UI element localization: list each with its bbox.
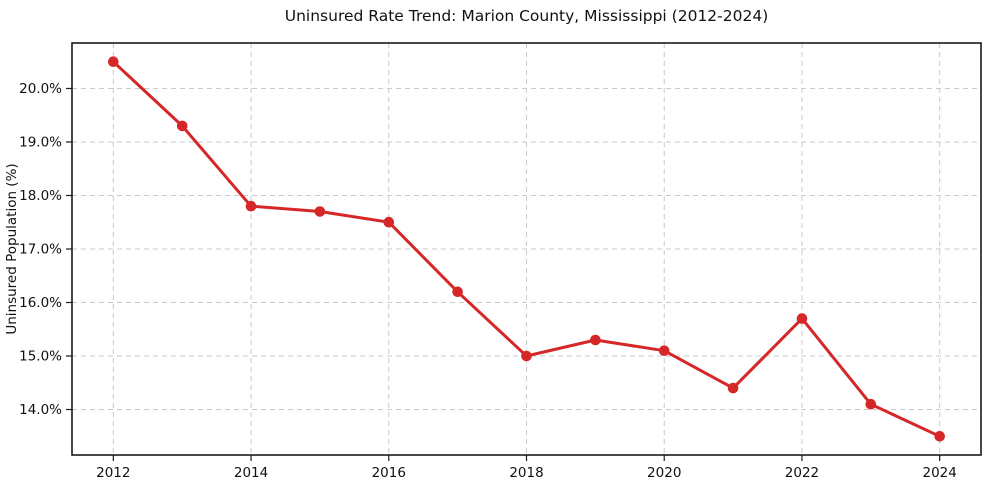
data-point (796, 313, 808, 324)
y-tick-label: 18.0% (19, 188, 62, 204)
y-tick-label: 20.0% (19, 81, 62, 97)
x-tick-label: 2012 (96, 465, 130, 481)
x-tick-label: 2024 (923, 465, 957, 481)
data-point (108, 56, 119, 67)
x-tick-label: 2016 (372, 465, 406, 481)
y-axis-label: Uninsured Population (%) (4, 163, 20, 334)
data-point (521, 350, 532, 362)
y-tick-label: 14.0% (19, 402, 62, 418)
y-tick-label: 17.0% (19, 242, 62, 258)
plot-frame (71, 42, 982, 456)
data-point (314, 206, 326, 217)
x-tick-label: 2022 (785, 465, 819, 481)
data-point (658, 345, 670, 357)
data-point (245, 200, 257, 212)
data-point (590, 334, 601, 346)
data-point (176, 120, 188, 132)
y-tick-label: 16.0% (19, 295, 62, 311)
y-tick-label: 15.0% (19, 349, 62, 365)
data-point (727, 382, 739, 394)
data-point (452, 286, 463, 298)
x-tick-label: 2018 (509, 465, 543, 481)
x-tick-label: 2020 (647, 465, 681, 481)
x-tick-label: 2014 (234, 465, 268, 481)
data-point (934, 431, 945, 442)
y-tick-label: 19.0% (19, 134, 62, 150)
data-point (865, 398, 877, 410)
chart-title: Uninsured Rate Trend: Marion County, Mis… (284, 7, 769, 25)
data-point (383, 216, 395, 228)
